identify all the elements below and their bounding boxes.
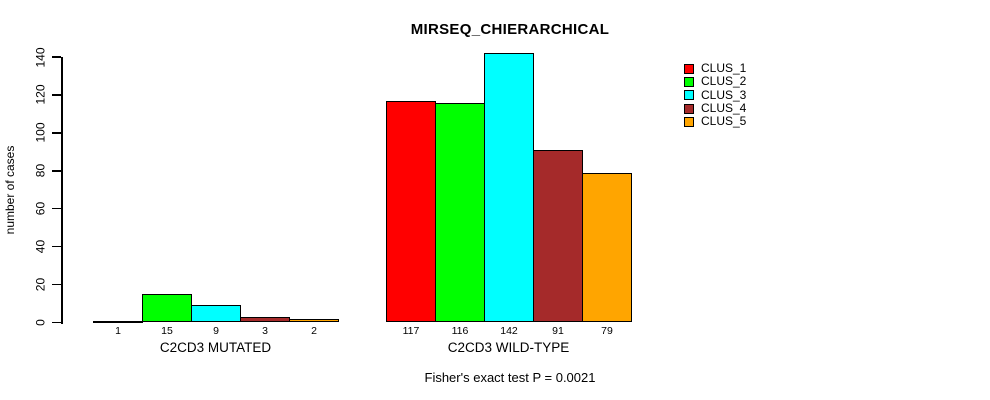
bar-value-label: 9 — [213, 324, 219, 337]
y-tick-label: 40 — [33, 239, 48, 254]
chart-title: MIRSEQ_CHIERARCHICAL — [410, 21, 610, 38]
y-tick-mark — [52, 170, 61, 172]
bar-value-label: 2 — [311, 324, 317, 337]
y-tick-mark — [52, 207, 61, 210]
y-axis-line — [61, 57, 63, 324]
y-tick-mark — [52, 94, 61, 96]
bar-value-label: 142 — [500, 324, 518, 337]
bar-value-label: 117 — [402, 324, 420, 337]
bar-clus_1-group1 — [93, 320, 143, 323]
legend-label: CLUS_4 — [701, 101, 747, 116]
legend-item-clus_3: CLUS_3 — [684, 87, 747, 102]
legend-label: CLUS_3 — [701, 87, 747, 102]
y-tick-label: 80 — [33, 164, 48, 178]
y-tick-mark — [52, 245, 61, 248]
group-label: C2CD3 WILD-TYPE — [447, 340, 570, 355]
legend-swatch-icon — [684, 103, 694, 114]
group-label: C2CD3 MUTATED — [159, 340, 272, 355]
y-tick-mark — [52, 321, 61, 324]
legend-item-clus_1: CLUS_1 — [684, 62, 746, 75]
y-tick-label: 100 — [33, 122, 48, 143]
legend-item-clus_4: CLUS_4 — [684, 102, 746, 115]
y-tick-mark — [52, 283, 61, 286]
annotation-text: Fisher's exact test P = 0.0021 — [424, 370, 596, 385]
bar-clus_4-group2 — [533, 149, 583, 323]
y-tick-label: 120 — [33, 84, 48, 105]
y-tick-label: 140 — [33, 46, 48, 68]
bar-value-label: 91 — [552, 324, 564, 337]
bar-clus_2-group1 — [142, 294, 192, 323]
y-axis-label: number of cases — [3, 145, 17, 235]
legend-swatch-icon — [684, 76, 694, 87]
legend-swatch-icon — [684, 116, 694, 127]
y-tick-mark — [52, 132, 61, 134]
legend: CLUS_1 CLUS_2 CLUS_3 CLUS_4 CLUS_5 — [684, 62, 746, 128]
legend-swatch-icon — [684, 90, 694, 101]
legend-label: CLUS_1 — [701, 61, 747, 76]
legend-item-clus_2: CLUS_2 — [684, 75, 746, 88]
bar-value-label: 1 — [115, 324, 121, 337]
legend-swatch-icon — [684, 63, 694, 74]
y-tick-label: 60 — [33, 202, 48, 216]
bar-value-label: 15 — [161, 324, 173, 337]
bar-value-label: 3 — [262, 324, 268, 337]
bar-clus_2-group2 — [435, 102, 485, 323]
y-tick-label: 0 — [33, 319, 48, 326]
bar-value-label: 79 — [601, 324, 613, 337]
bar-value-label: 116 — [451, 324, 469, 337]
legend-label: CLUS_2 — [701, 74, 747, 89]
y-tick-mark — [52, 56, 61, 58]
bar-clus_5-group2 — [582, 172, 632, 323]
legend-item-clus_5: CLUS_5 — [684, 115, 746, 128]
bar-clus_5-group1 — [289, 318, 339, 323]
bar-clus_3-group2 — [484, 53, 534, 323]
legend-label: CLUS_5 — [701, 114, 747, 129]
y-tick-label: 20 — [33, 277, 48, 292]
bar-clus_1-group2 — [386, 100, 436, 323]
bar-clus_3-group1 — [191, 305, 241, 323]
bar-clus_4-group1 — [240, 316, 290, 323]
